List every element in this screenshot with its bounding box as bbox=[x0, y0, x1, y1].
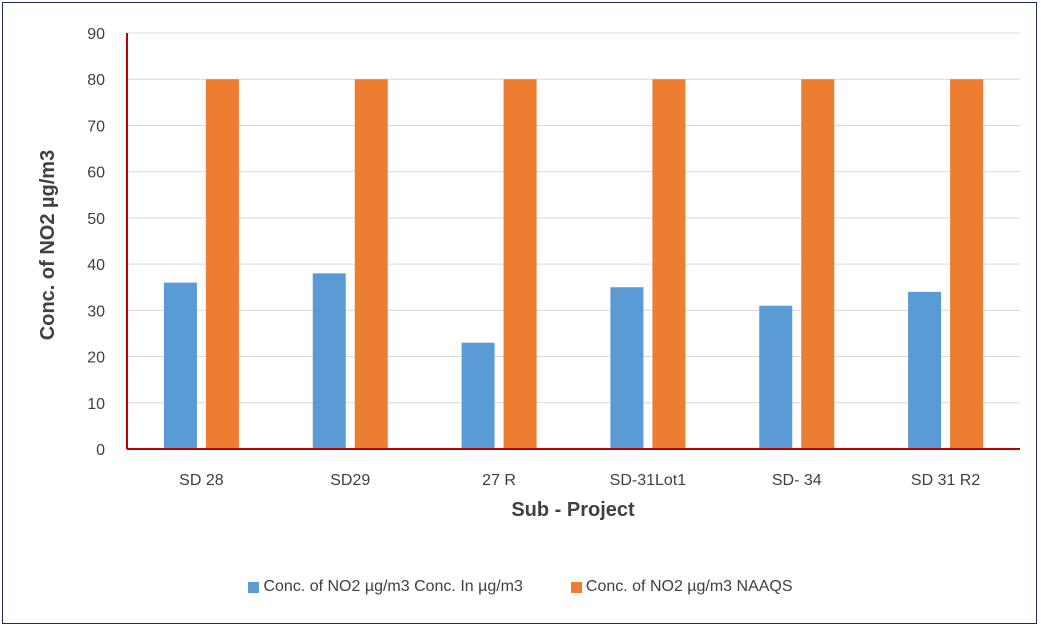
y-tick-label: 20 bbox=[87, 350, 105, 367]
y-tick-label: 90 bbox=[87, 26, 105, 43]
bar-concentration bbox=[312, 273, 346, 449]
y-tick-label: 40 bbox=[87, 257, 105, 274]
y-tick-label: 70 bbox=[87, 118, 105, 135]
x-tick-label: SD29 bbox=[330, 472, 370, 489]
x-tick-label: SD-31Lot1 bbox=[610, 472, 687, 489]
x-tick-label: SD 28 bbox=[179, 472, 224, 489]
bar-naaqs bbox=[652, 79, 686, 449]
y-tick-labels: 0 10 20 30 40 50 60 70 80 90 bbox=[87, 26, 105, 459]
bar-concentration bbox=[163, 282, 197, 449]
x-tick-label: 27 R bbox=[482, 472, 516, 489]
bar-concentration bbox=[759, 305, 793, 449]
bars bbox=[163, 79, 984, 449]
y-tick-label: 80 bbox=[87, 72, 105, 89]
legend-label-naaqs: Conc. of NO2 µg/m3 NAAQS bbox=[585, 578, 793, 595]
legend-item-naaqs: Conc. of NO2 µg/m3 NAAQS bbox=[570, 578, 793, 596]
y-tick-label: 50 bbox=[87, 211, 105, 228]
legend-label-concentration: Conc. of NO2 µg/m3 Conc. In µg/m3 bbox=[263, 578, 523, 595]
y-tick-label: 10 bbox=[87, 396, 105, 413]
x-tick-label: SD 31 R2 bbox=[911, 472, 980, 489]
x-tick-labels: SD 28 SD29 27 R SD-31Lot1 SD- 34 SD 31 R2 bbox=[179, 472, 980, 489]
legend-swatch-naaqs bbox=[570, 581, 582, 593]
x-axis-label: Sub - Project bbox=[511, 499, 635, 521]
bar-naaqs bbox=[205, 79, 239, 449]
y-tick-label: 60 bbox=[87, 165, 105, 182]
y-tick-label: 0 bbox=[96, 442, 105, 459]
x-tick-label: SD- 34 bbox=[772, 472, 822, 489]
y-tick-label: 30 bbox=[87, 303, 105, 320]
legend-swatch-concentration bbox=[248, 581, 260, 593]
bar-concentration bbox=[461, 342, 495, 449]
bar-naaqs bbox=[801, 79, 835, 449]
bar-concentration bbox=[908, 291, 942, 449]
y-axis-label: Conc. of NO2 µg/m3 bbox=[37, 150, 59, 340]
legend: Conc. of NO2 µg/m3 Conc. In µg/m3 Conc. … bbox=[0, 578, 1041, 596]
bar-naaqs bbox=[354, 79, 388, 449]
bar-naaqs bbox=[950, 79, 984, 449]
gridlines bbox=[127, 32, 1020, 404]
bar-concentration bbox=[610, 287, 644, 449]
legend-item-concentration: Conc. of NO2 µg/m3 Conc. In µg/m3 bbox=[248, 578, 523, 596]
bar-naaqs bbox=[503, 79, 537, 449]
